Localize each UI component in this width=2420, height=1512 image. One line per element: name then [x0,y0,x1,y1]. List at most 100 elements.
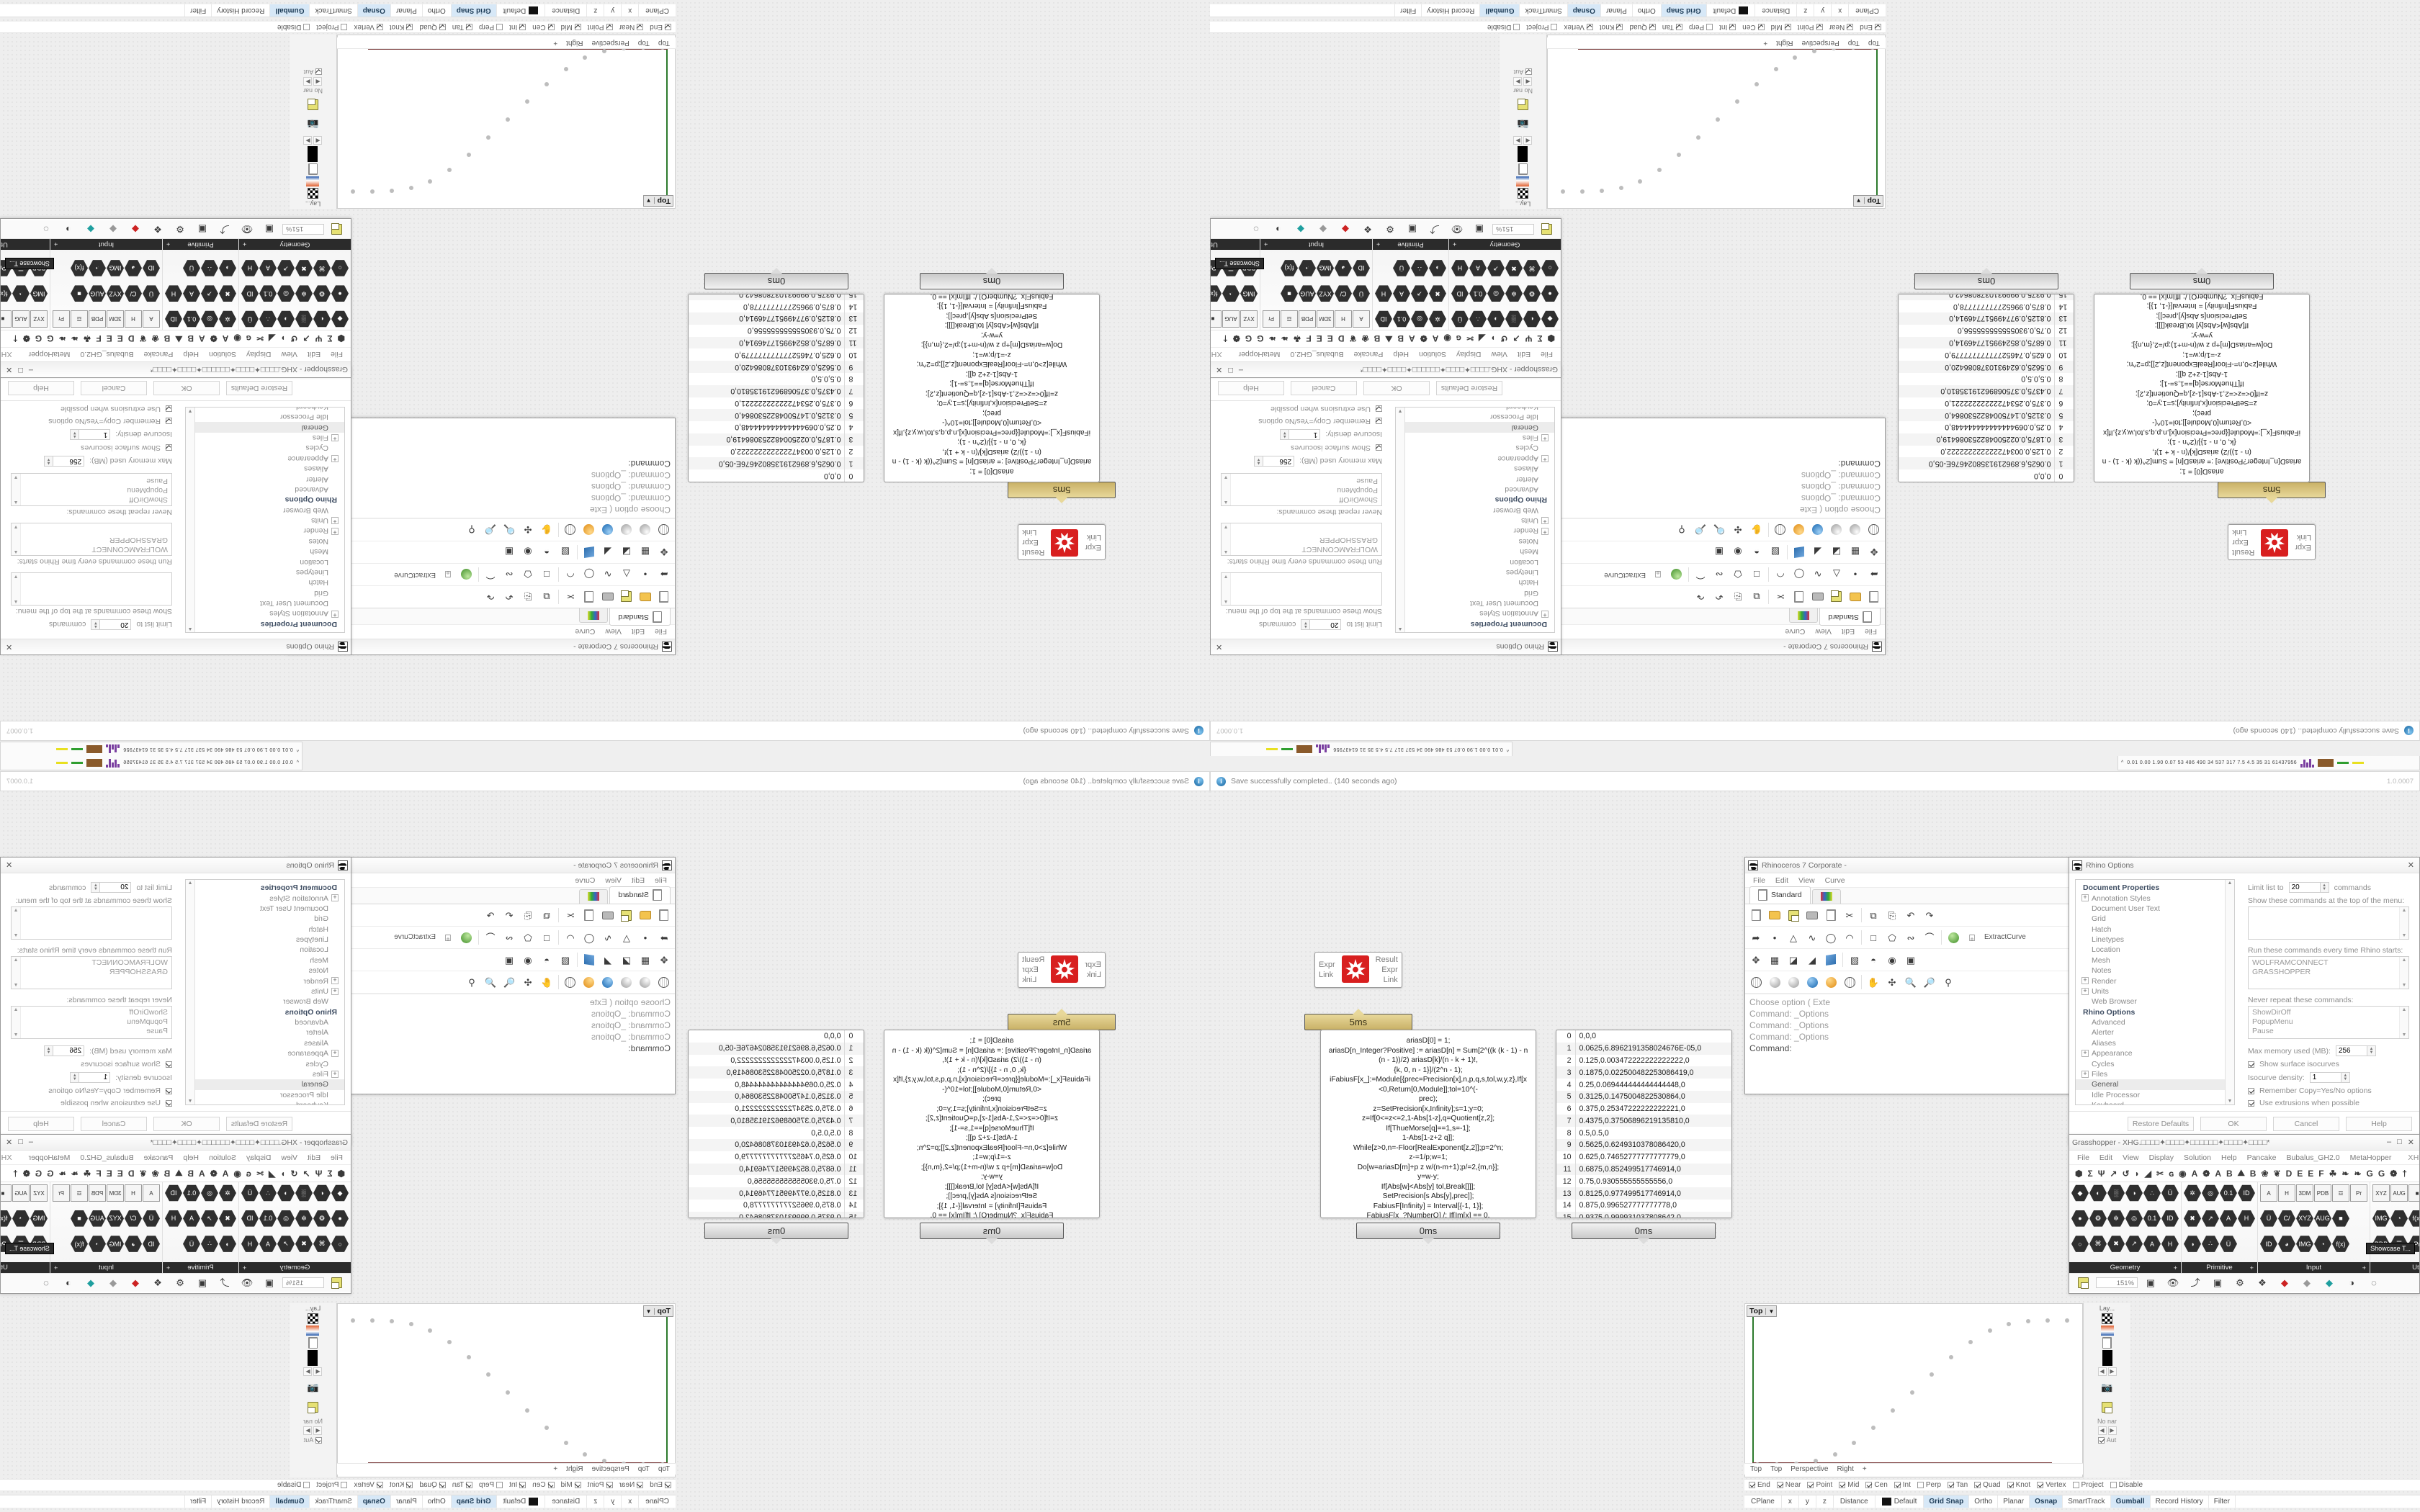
options-tree-item[interactable]: Hatch [308,924,328,934]
gh-zoom-field[interactable]: 151% [2096,1277,2138,1288]
osnap-vertex[interactable]: Vertex [354,1481,383,1489]
new-layer-icon[interactable] [308,1337,318,1349]
layer-nav-arrows[interactable]: ◀ ▶ [2097,1367,2117,1376]
gh-component-icon[interactable]: ⌘ [1523,259,1541,276]
gh-menu-file[interactable]: File [331,1153,343,1162]
curve-edit-icon[interactable]: ∾ [1715,569,1724,580]
ghosted-sphere-icon[interactable] [617,521,636,539]
gh-ribbon-tab-17[interactable]: ❦ [139,1168,147,1179]
gh-component-icon[interactable]: ◑ [219,1236,236,1253]
gh-preview-icon[interactable]: ▣ [1407,224,1417,235]
gh-component-icon[interactable]: ◔ [1222,285,1240,302]
gh-component-icon[interactable]: ◎ [277,285,295,302]
gh-ribbon-tab-16[interactable]: ❀ [151,333,159,344]
gh-component-icon[interactable]: ✖ [295,1236,313,1253]
vptab-right[interactable]: Right [1776,39,1793,47]
gh-ribbon-tab-14[interactable]: ⛰ [175,1168,183,1178]
gh-ribbon-tab-18[interactable]: D [127,1168,135,1179]
gh-component-icon[interactable]: 3DM [107,310,124,328]
code-panel[interactable]: ariasD[0] = 1; ariasD[n_Integer?Positive]… [1320,1030,1536,1218]
gh-component-icon[interactable]: ◑ [2125,1184,2143,1202]
port-link-in[interactable]: Link [1319,971,1334,979]
osnap-end[interactable]: End [1860,23,1881,31]
gh-ribbon-tab-7[interactable]: ✂ [256,1168,264,1179]
gh-component-icon[interactable]: ■ [1211,310,1222,328]
vptab-top-2[interactable]: Top [637,39,650,47]
rhino-status-bar[interactable]: CPlane x y z Distance Default Grid Snap O… [0,4,676,17]
gh-bake-icon[interactable]: ⤴ [1430,224,1440,235]
options-tree-item[interactable]: Location [1510,557,1538,567]
rhino-viewport-top[interactable]: Top ▼ [1547,35,1886,209]
save-named-view-icon[interactable] [1514,96,1533,114]
rhino-main-window[interactable]: Rhinoceros 7 Corporate - – □ ✕ File Edit… [1744,857,2133,1094]
gh-component-icon[interactable]: A [259,259,277,276]
status-toggle-smarttrack[interactable]: SmartTrack [309,4,357,17]
right-dock-panel[interactable]: Lay... ◀ ▶ 📷 No nar ◀ ▶ Aut [290,1303,337,1477]
limit-list-stepper[interactable]: ▲▼ [1301,619,1342,630]
status-toggle-gumball[interactable]: Gumball [269,1495,310,1508]
grasshopper-window[interactable]: Grasshopper - XHG.□□□□✦□□□□✦□□□□□□✦□□□□✦… [0,1134,351,1294]
gh-zoom-field[interactable]: 151% [1492,224,1534,235]
osnap-int[interactable]: Int [509,1481,526,1489]
rhino-options-dialog[interactable]: Rhino Options ✕ Document PropertiesAnnot… [0,857,351,1145]
osnap-end[interactable]: End [1749,1481,1770,1489]
rhino-options-dialog[interactable]: Rhino Options ✕ Document PropertiesAnnot… [2069,857,2420,1145]
options-tree-item[interactable]: Hatch [1518,578,1538,588]
checkbox[interactable] [496,1482,503,1488]
status-toggle-filter[interactable]: Filter [184,1495,212,1508]
show-isocurves-row[interactable]: Show surface isocurves [2248,1060,2409,1068]
gh-component-icon[interactable]: ░ [295,310,313,328]
wireframe-globe-icon[interactable] [655,973,673,991]
rendered-sphere-orange-icon[interactable] [580,521,599,539]
rhino-viewport-top[interactable]: Top ▼ [1744,1303,2083,1477]
gh-menu-file[interactable]: File [2077,1153,2089,1162]
run-startup-scrollbar[interactable]: ▲ ▼ [12,957,21,989]
gh-component-icon[interactable]: ■ [1,1184,12,1202]
osnap-perp[interactable]: Perp [1917,1481,1941,1489]
options-tree-item[interactable]: Alerter [1516,474,1538,484]
options-tree-item[interactable]: Render [1405,526,1554,536]
revolve-icon[interactable]: ◉ [1888,954,1896,966]
osnap-quad[interactable]: Quad [1974,1481,2001,1489]
status-toggle-ortho[interactable]: Ortho [1631,4,1661,17]
options-tree-item[interactable]: Web Browser [283,505,328,515]
gh-zoom-extents-icon[interactable]: ▣ [2146,1277,2156,1288]
gh-component-icon[interactable]: ✖ [295,259,313,276]
default-layer[interactable]: Default [1876,1495,1924,1508]
rect-icon[interactable]: □ [544,569,550,580]
remember-copy-row[interactable]: Remember Copy=Yes/No options [11,417,172,426]
cut-icon[interactable]: ✂ [566,591,575,603]
gh-zoom-field[interactable]: 151% [282,224,324,235]
gh-ribbon-tab-9[interactable]: ◉ [1443,333,1451,344]
fillet-icon[interactable]: ⌒ [1695,569,1706,580]
gh-save-icon[interactable] [328,1274,346,1292]
status-toggle-grid-snap[interactable]: Grid Snap [1924,1495,1970,1508]
layers-tab-label[interactable]: Lay... [2099,1305,2115,1312]
maximize-icon[interactable]: □ [18,1138,23,1146]
gh-component-icon[interactable]: AUG [89,285,106,302]
menu-file[interactable]: File [655,627,667,636]
xray-globe-icon[interactable] [1771,521,1790,539]
gh-component-icon[interactable]: ❂ [313,285,331,302]
gh-component-icon[interactable]: Ü [183,1236,200,1253]
vptab-right[interactable]: Right [566,1465,583,1473]
loft-icon[interactable]: ◓ [1754,546,1760,558]
gh-component-icon[interactable]: ID [241,1210,259,1227]
gh-solver-icon[interactable]: ⚙ [176,1277,184,1288]
gh-ribbon-tab-24[interactable]: ❧ [58,1168,66,1179]
gh-component-icon[interactable]: 0.1 [183,310,200,328]
gh-component-icon[interactable]: ░ [295,1184,313,1202]
options-titlebar[interactable]: Rhino Options ✕ [1,858,351,873]
gh-window-controls[interactable]: – □ ✕ [2387,1138,2416,1147]
gh-ribbon-tab-17[interactable]: ❦ [2273,1168,2281,1179]
gh-component-icon[interactable]: ∴ [259,1184,277,1202]
gh-component-icon[interactable]: H [2161,1236,2179,1252]
restore-defaults-button[interactable]: Restore Defaults [1436,381,1502,395]
osnap-cen[interactable]: Cen [1742,23,1765,31]
gh-save-icon[interactable] [1538,220,1556,239]
menu-view[interactable]: View [605,876,622,885]
gh-group-geometry[interactable]: ◆ ● ○ ◐ ❂ ⌘ ░ ✲ ✖ ◑ ◎ ↗ ∴ 0.1 A Ü ID H Geometry [238,239,351,330]
gh-component-icon[interactable]: XYZ [107,285,124,302]
gh-ribbon-tab-7[interactable]: ✂ [2156,1168,2164,1179]
osnap-disable[interactable]: Disable [277,23,310,31]
